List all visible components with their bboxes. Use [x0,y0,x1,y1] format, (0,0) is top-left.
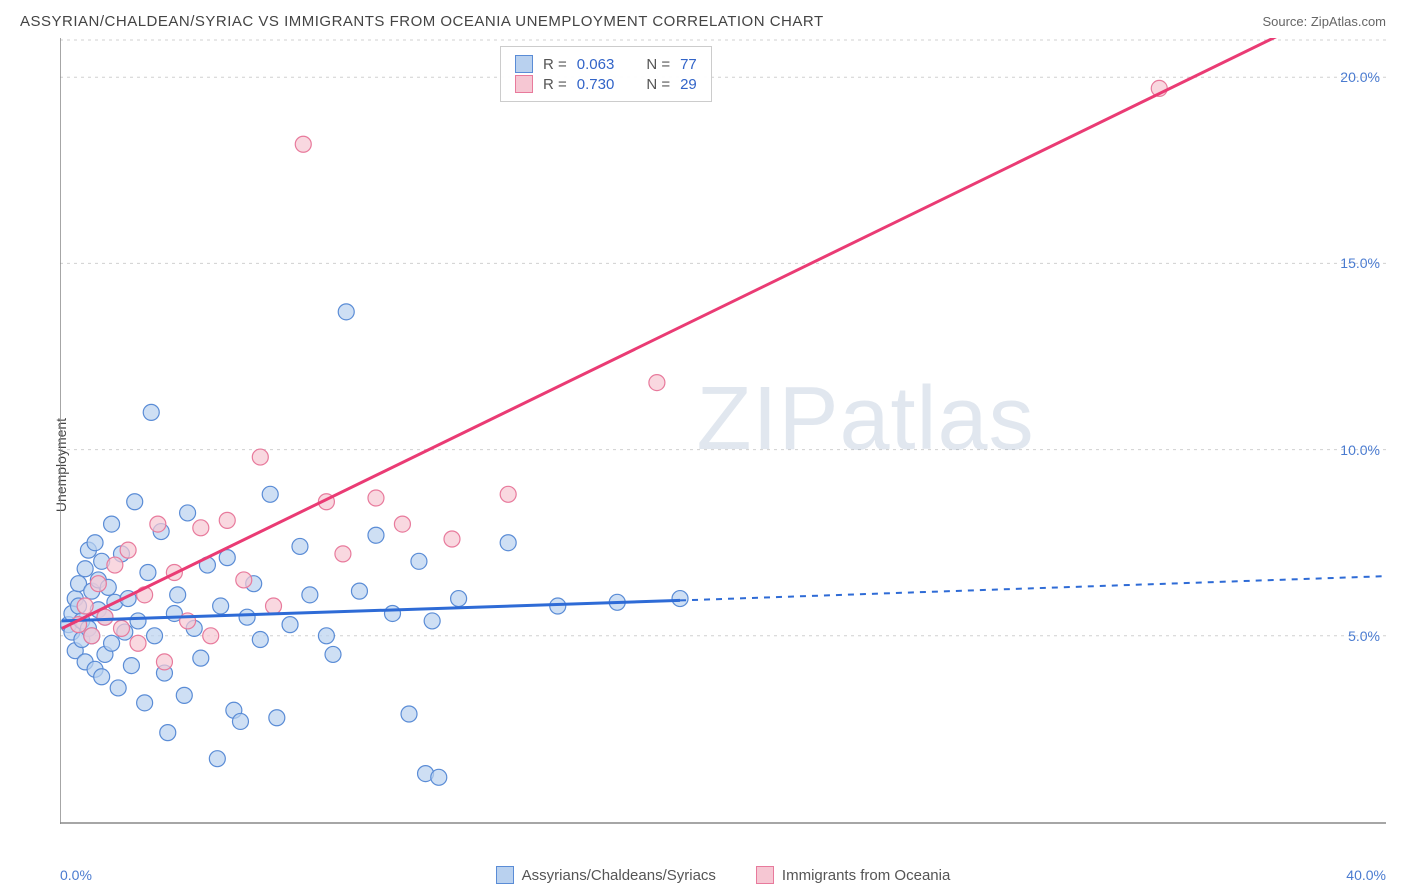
plot-area: ZIPatlas R = 0.063 N = 77 R = 0.730 N = … [60,38,1386,858]
legend-label: Assyrians/Chaldeans/Syriacs [522,867,716,884]
y-tick-label: 5.0% [1348,628,1380,644]
r-label: R = [543,76,567,93]
r-label: R = [543,56,567,73]
x-axis-min: 0.0% [60,867,92,883]
chart-container: Unemployment ZIPatlas R = 0.063 N = 77 R… [20,38,1386,892]
legend-label: Immigrants from Oceania [782,867,950,884]
y-tick-label: 20.0% [1340,69,1380,85]
scatter-svg [60,38,1386,824]
chart-title: ASSYRIAN/CHALDEAN/SYRIAC VS IMMIGRANTS F… [20,13,824,30]
legend-swatch-icon [496,866,514,884]
legend-swatch-icon [756,866,774,884]
source-label: Source: ZipAtlas.com [1262,14,1386,29]
y-tick-label: 15.0% [1340,255,1380,271]
legend-item: Assyrians/Chaldeans/Syriacs [496,866,716,884]
r-value: 0.063 [577,56,615,73]
r-value: 0.730 [577,76,615,93]
n-value: 77 [680,56,697,73]
y-tick-label: 10.0% [1340,442,1380,458]
n-value: 29 [680,76,697,93]
correlation-row: R = 0.730 N = 29 [515,75,697,93]
legend-item: Immigrants from Oceania [756,866,950,884]
x-axis-legend: 0.0% Assyrians/Chaldeans/Syriacs Immigra… [60,858,1386,892]
correlation-legend: R = 0.063 N = 77 R = 0.730 N = 29 [500,46,712,102]
legend-swatch-icon [515,75,533,93]
n-label: N = [646,76,670,93]
x-axis-max: 40.0% [1346,867,1386,883]
n-label: N = [646,56,670,73]
correlation-row: R = 0.063 N = 77 [515,55,697,73]
legend-swatch-icon [515,55,533,73]
